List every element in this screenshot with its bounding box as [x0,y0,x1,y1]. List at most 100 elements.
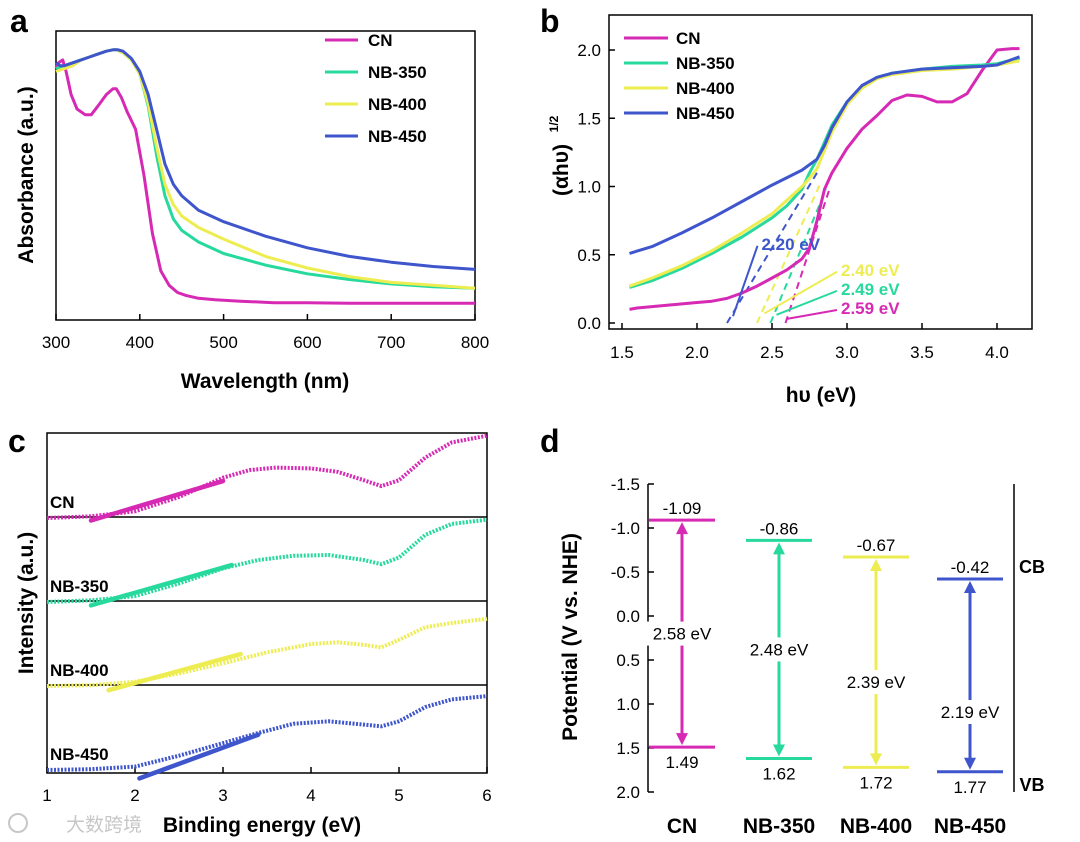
a-xtick-label: 500 [209,333,237,352]
d-ytick-label: -1.0 [611,519,640,538]
c-tangent-cn [88,478,226,523]
d-band-nb-350: -0.86 1.62 2.48 eV [739,519,819,784]
b-ytick-label: 1.5 [577,109,601,128]
b-ytick-label: 1.0 [577,178,601,197]
d-ytick-label: -1.5 [611,475,640,494]
a-legend-label-cn: CN [368,31,393,50]
d-arrowhead-down-icon [773,744,785,757]
a-legend-label-nb-450: NB-450 [368,127,427,146]
d-arrowhead-up-icon [870,559,882,572]
d-vb-value-nb-350: 1.62 [762,765,795,784]
a-series-cn [54,58,475,305]
a-series-nb-400 [55,48,476,290]
b-xtick-label: 2.0 [685,343,709,362]
b-series-cn [629,47,1020,311]
d-category-nb-450: NB-450 [934,815,1006,838]
b-annotation-label: 2.40 eV [841,261,900,280]
d-arrowhead-down-icon [870,753,882,766]
c-tangent-nb-400 [106,651,243,693]
d-category-cn: CN [667,815,697,838]
b-xtick-label: 3.0 [835,343,859,362]
panel-d-ylabel: Potential (V vs. NHE) [559,533,582,741]
d-gap-label-nb-400: 2.39 eV [847,673,906,692]
d-gap-label-nb-450: 2.19 eV [941,703,1000,722]
c-label-nb-400: NB-400 [50,661,109,680]
d-category-nb-400: NB-400 [840,815,912,838]
a-legend-label-nb-400: NB-400 [368,95,427,114]
d-gap-label-bg [642,621,722,646]
a-xtick-label: 800 [461,333,489,352]
c-xtick-label: 5 [394,786,403,805]
b-ytick-label: 0.5 [577,246,601,265]
d-band-nb-400: -0.67 1.72 2.39 eV [836,536,916,792]
c-tangent-nb-450 [137,732,261,781]
d-gap-label-cn: 2.58 eV [653,625,712,644]
c-label-nb-350: NB-350 [50,577,109,596]
panel-c: c 1 2 3 4 5 6 CN NB-350 NB-400 NB-450 Binding en… [8,423,492,837]
c-xtick-label: 6 [482,786,491,805]
d-cb-value-nb-450: -0.42 [951,558,990,577]
b-legend-label-nb-400: NB-400 [676,79,735,98]
b-annotation-arrow [776,289,838,316]
b-annotation-label: 2.59 eV [841,299,900,318]
d-arrowhead-up-icon [964,581,976,594]
b-annotation-arrow [786,309,838,320]
d-band-nb-450: -0.42 1.77 2.19 eV [930,558,1010,797]
panel-c-letter: c [8,423,26,459]
b-annotation-label: 2.49 eV [841,280,900,299]
c-series-nb-350 [46,517,488,604]
a-xtick-label: 600 [293,333,321,352]
panel-b-letter: b [540,3,560,39]
b-legend-label-cn: CN [676,29,701,48]
d-ytick-label: 0.0 [616,607,640,626]
a-series-nb-350 [55,48,476,290]
d-arrowhead-up-icon [773,542,785,555]
panel-c-frame [46,432,488,774]
c-xtick-label: 3 [218,786,227,805]
panel-b-ylabel-group: (αhυ) 1/2 [547,115,573,196]
panel-a-ylabel: Absorbance (a.u.) [15,86,38,263]
d-ytick-label: 1.0 [616,695,640,714]
b-tangent-nb-400 [756,180,823,324]
c-series-cn [46,433,488,520]
panel-b-frame [608,14,1033,330]
a-xtick-label: 300 [42,333,70,352]
b-xtick-label: 2.5 [760,343,784,362]
d-gap-label-bg [739,637,819,662]
panel-b-ylabel: (αhυ) [550,144,573,196]
cb-label: CB [1019,557,1045,577]
b-ytick-label: 0.0 [577,314,601,333]
watermark-logo-icon [8,813,28,833]
d-cb-value-cn: -1.09 [663,499,702,518]
b-legend-label-nb-450: NB-450 [676,104,735,123]
d-arrowhead-down-icon [676,733,688,746]
c-xtick-label: 2 [130,786,139,805]
b-tangent-nb-450 [726,172,818,324]
panel-b-ylabel-sup: 1/2 [547,115,561,132]
d-ytick-label: 0.5 [616,651,640,670]
panel-c-ylabel: Intensity (a.u.) [15,532,38,674]
d-ytick-label: -0.5 [611,563,640,582]
d-vb-value-nb-400: 1.72 [859,773,892,792]
b-series-nb-450 [629,55,1021,255]
a-xtick-label: 400 [126,333,154,352]
d-category-nb-350: NB-350 [743,815,815,838]
a-series-nb-450 [55,48,476,271]
b-ytick-label: 2.0 [577,41,601,60]
d-gap-label-bg [836,670,916,694]
panel-d: d -1.5 -1.0 -0.5 0.0 0.5 1.0 1.5 2.0 -1.09 1.49 2… [540,423,1045,838]
watermark: 大数跨境 [8,813,142,836]
d-ytick-label: 1.5 [616,739,640,758]
panel-b-xlabel: hυ (eV) [786,384,857,407]
b-annotation-label: 2.20 eV [762,235,821,254]
b-tangent-nb-350 [769,188,827,324]
c-series-nb-450 [46,694,488,772]
b-annotation-arrow [764,270,838,315]
c-label-cn: CN [50,493,75,512]
watermark-text: 大数跨境 [66,814,142,836]
d-cb-value-nb-400: -0.67 [857,536,896,555]
d-cb-value-nb-350: -0.86 [760,519,799,538]
c-series-nb-400 [46,616,488,688]
b-xtick-label: 3.5 [910,343,934,362]
d-gap-label-bg [930,700,1010,724]
